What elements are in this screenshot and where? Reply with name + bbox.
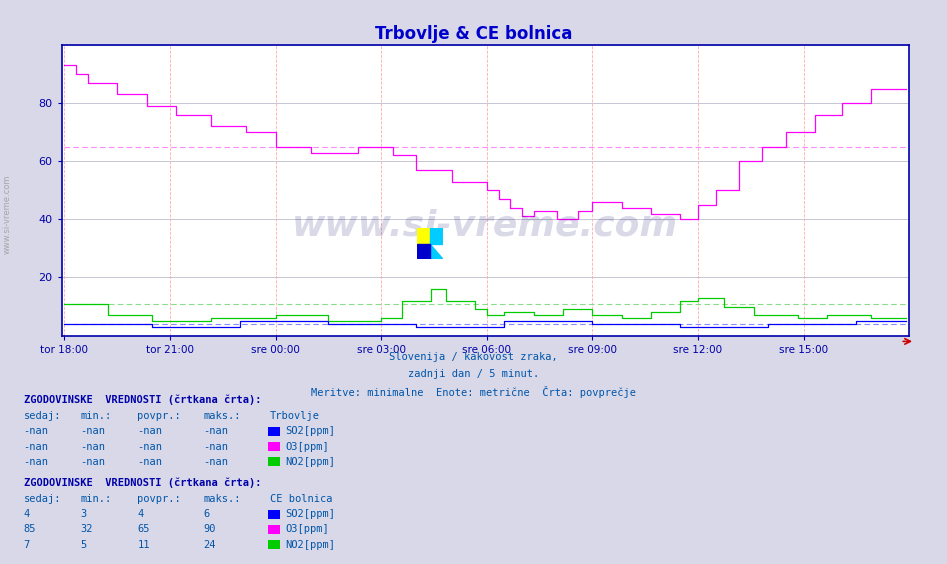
Bar (417, 228, 430, 244)
Text: 65: 65 (137, 525, 150, 535)
Text: povpr.:: povpr.: (137, 494, 181, 504)
Text: www.si-vreme.com: www.si-vreme.com (293, 208, 678, 242)
Text: 7: 7 (24, 540, 30, 550)
Text: -nan: -nan (137, 426, 162, 437)
Text: Meritve: minimalne  Enote: metrične  Črta: povprečje: Meritve: minimalne Enote: metrične Črta:… (311, 386, 636, 398)
Text: 4: 4 (24, 509, 30, 519)
Text: -nan: -nan (137, 457, 162, 467)
Text: O3[ppm]: O3[ppm] (285, 442, 329, 452)
Text: -nan: -nan (204, 426, 228, 437)
Text: 5: 5 (80, 540, 87, 550)
Text: 6: 6 (204, 509, 210, 519)
Text: -nan: -nan (24, 457, 48, 467)
Text: www.si-vreme.com: www.si-vreme.com (3, 175, 12, 254)
Text: sedaj:: sedaj: (24, 494, 62, 504)
Text: O3[ppm]: O3[ppm] (285, 525, 329, 535)
Text: 32: 32 (80, 525, 93, 535)
Text: -nan: -nan (137, 442, 162, 452)
Text: zadnji dan / 5 minut.: zadnji dan / 5 minut. (408, 369, 539, 380)
Text: NO2[ppm]: NO2[ppm] (285, 540, 335, 550)
Text: SO2[ppm]: SO2[ppm] (285, 509, 335, 519)
Text: min.:: min.: (80, 411, 112, 421)
Text: -nan: -nan (24, 426, 48, 437)
Text: 3: 3 (80, 509, 87, 519)
Text: sedaj:: sedaj: (24, 411, 62, 421)
Text: 24: 24 (204, 540, 216, 550)
Bar (430, 228, 443, 244)
Text: -nan: -nan (24, 442, 48, 452)
Text: -nan: -nan (204, 442, 228, 452)
Text: -nan: -nan (80, 426, 105, 437)
Text: 4: 4 (137, 509, 144, 519)
Text: SO2[ppm]: SO2[ppm] (285, 426, 335, 437)
Text: 90: 90 (204, 525, 216, 535)
Text: povpr.:: povpr.: (137, 411, 181, 421)
Polygon shape (430, 244, 443, 259)
Text: 11: 11 (137, 540, 150, 550)
Text: min.:: min.: (80, 494, 112, 504)
Text: Slovenija / kakovost zraka,: Slovenija / kakovost zraka, (389, 352, 558, 363)
Text: -nan: -nan (80, 457, 105, 467)
Text: -nan: -nan (204, 457, 228, 467)
Text: maks.:: maks.: (204, 411, 241, 421)
Text: CE bolnica: CE bolnica (270, 494, 332, 504)
Text: Trbovlje: Trbovlje (270, 411, 320, 421)
Text: maks.:: maks.: (204, 494, 241, 504)
Text: ZGODOVINSKE  VREDNOSTI (črtkana črta):: ZGODOVINSKE VREDNOSTI (črtkana črta): (24, 395, 261, 406)
Text: ZGODOVINSKE  VREDNOSTI (črtkana črta):: ZGODOVINSKE VREDNOSTI (črtkana črta): (24, 478, 261, 488)
Text: NO2[ppm]: NO2[ppm] (285, 457, 335, 467)
Text: -nan: -nan (80, 442, 105, 452)
Text: Trbovlje & CE bolnica: Trbovlje & CE bolnica (375, 25, 572, 43)
Polygon shape (417, 244, 430, 259)
Bar (417, 244, 430, 259)
Text: 85: 85 (24, 525, 36, 535)
